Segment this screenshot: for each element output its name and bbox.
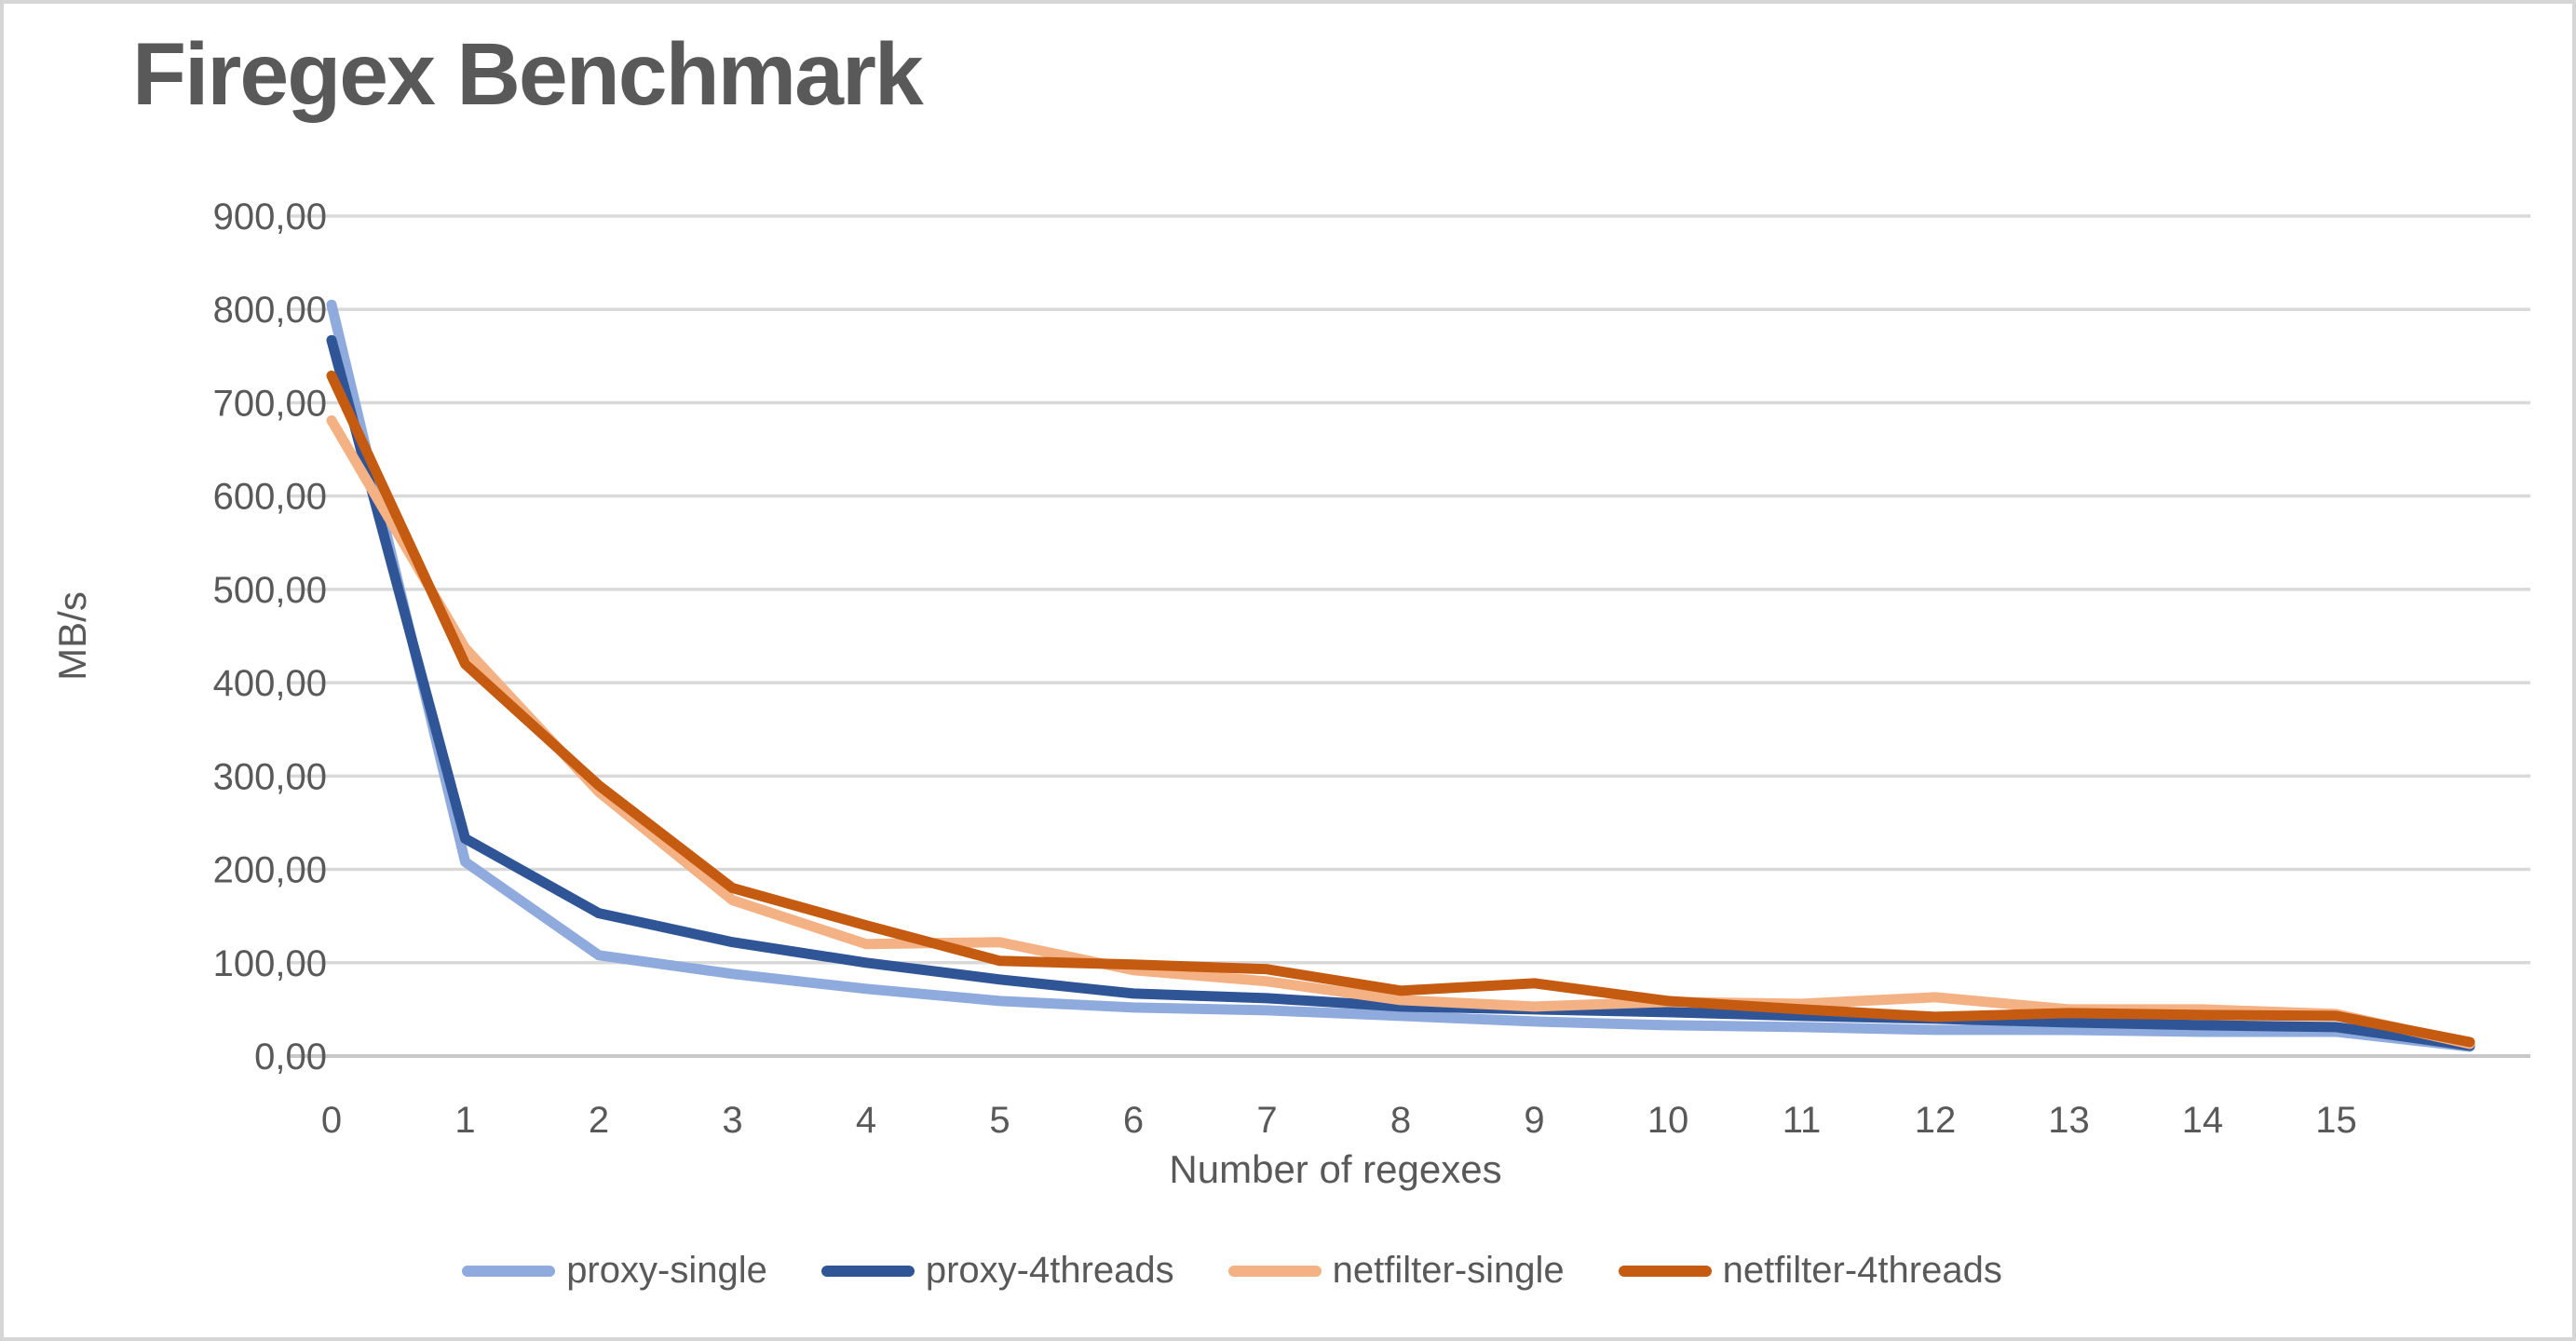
benchmark-line-chart: 0,00 100,00 200,00 300,00 400,00 500,00 600,00…: [50, 196, 2530, 1191]
y-tick-label: 500,00: [213, 570, 327, 611]
series-line-netfilter-4threads: [326, 370, 2475, 1048]
x-tick-label: 9: [1524, 1100, 1544, 1141]
x-axis-title: Number of regexes: [1169, 1147, 1501, 1191]
x-tick-label: 3: [722, 1100, 742, 1141]
x-tick-label: 8: [1390, 1100, 1411, 1141]
y-axis-title: MB/s: [50, 591, 94, 681]
y-tick-label: 900,00: [213, 196, 327, 237]
series-line-netfilter-single: [326, 414, 2475, 1050]
x-tick-label: 0: [321, 1100, 342, 1141]
legend-label: netfilter-4threads: [1722, 1250, 2002, 1291]
y-tick-label: 300,00: [213, 756, 327, 797]
series-line-proxy-4threads: [326, 334, 2475, 1051]
y-tick-label: 600,00: [213, 477, 327, 518]
legend-item-netfilter-single: netfilter-single: [1227, 1250, 1565, 1292]
x-tick-label: 5: [989, 1100, 1010, 1141]
legend-item-netfilter-4threads: netfilter-4threads: [1618, 1250, 2002, 1292]
legend-item-proxy-4threads: proxy-4threads: [820, 1250, 1174, 1292]
y-tick-label: 100,00: [213, 943, 327, 984]
x-tick-label: 14: [2182, 1100, 2224, 1141]
x-tick-label: 1: [454, 1100, 475, 1141]
legend-swatch-proxy-4threads: [820, 1265, 915, 1277]
chart-legend: proxy-single proxy-4threads netfilter-si…: [4, 1250, 2516, 1292]
legend-swatch-netfilter-4threads: [1618, 1265, 1712, 1277]
series-line-proxy-single: [326, 299, 2475, 1052]
x-tick-label: 4: [856, 1100, 876, 1141]
x-tick-label: 12: [1915, 1100, 1957, 1141]
legend-swatch-proxy-single: [462, 1265, 556, 1277]
x-tick-label: 13: [2048, 1100, 2090, 1141]
legend-label: proxy-single: [566, 1250, 767, 1291]
x-tick-label: 10: [1647, 1100, 1689, 1141]
legend-label: proxy-4threads: [925, 1250, 1174, 1291]
y-tick-label: 800,00: [213, 290, 327, 331]
y-tick-label: 400,00: [213, 663, 327, 704]
y-tick-label: 0,00: [254, 1036, 327, 1077]
legend-item-proxy-single: proxy-single: [462, 1250, 767, 1292]
y-tick-label: 200,00: [213, 850, 327, 891]
legend-label: netfilter-single: [1332, 1250, 1565, 1291]
x-tick-label: 11: [1783, 1100, 1822, 1141]
x-tick-label: 7: [1256, 1100, 1277, 1141]
y-tick-label: 700,00: [213, 383, 327, 424]
legend-swatch-netfilter-single: [1227, 1265, 1322, 1277]
x-tick-label: 15: [2315, 1100, 2357, 1141]
x-tick-label: 6: [1123, 1100, 1144, 1141]
chart-title: Firegex Benchmark: [132, 25, 924, 124]
x-tick-label: 2: [589, 1100, 609, 1141]
